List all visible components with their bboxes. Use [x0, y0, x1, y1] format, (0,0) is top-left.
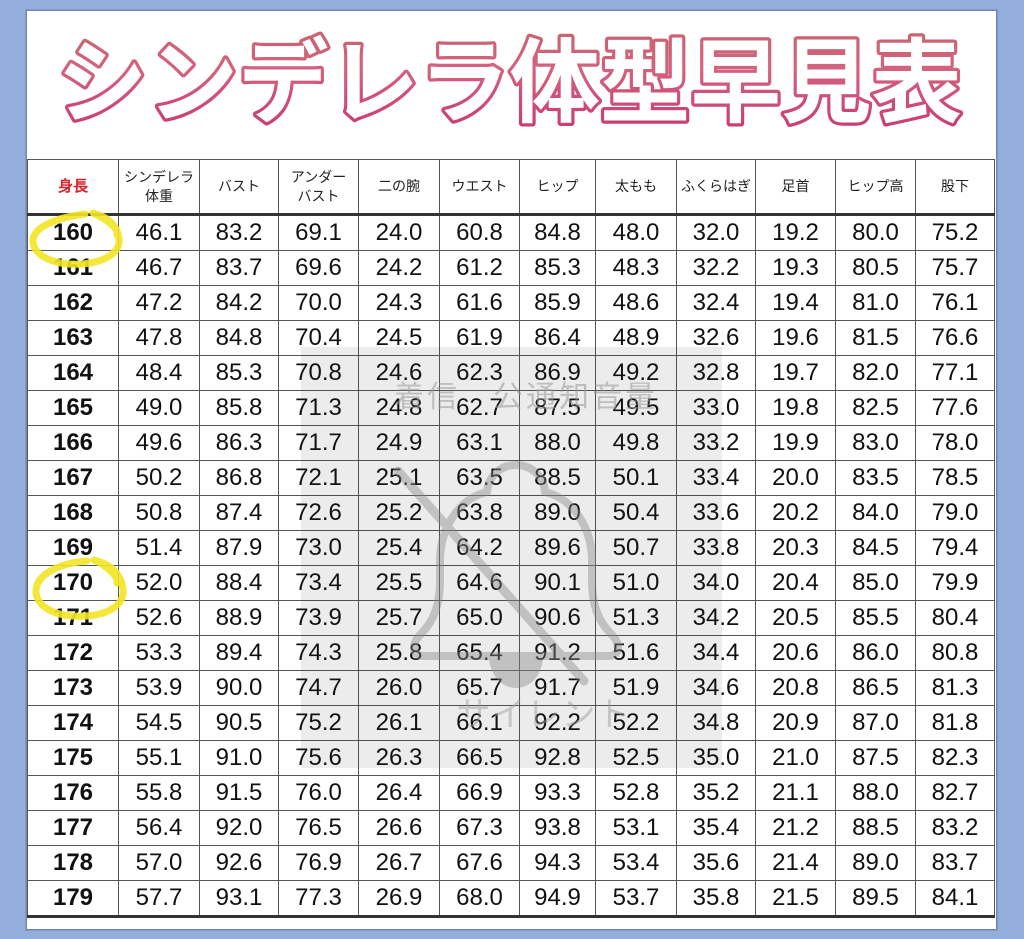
svg-text:シンデレラ体型早見表: シンデレラ体型早見表 — [57, 15, 962, 135]
